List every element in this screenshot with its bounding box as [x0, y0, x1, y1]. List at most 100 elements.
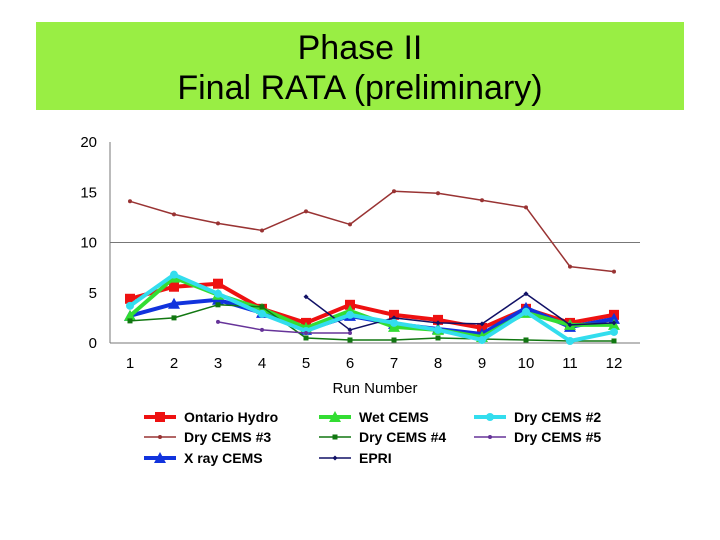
- data-point: [216, 221, 220, 226]
- data-point: [168, 297, 180, 309]
- legend-swatch-marker: [488, 435, 492, 439]
- data-point: [610, 327, 618, 336]
- data-point: [611, 338, 617, 344]
- series-dry-cems-3: [128, 189, 616, 274]
- slide-title-line-1: Phase II: [297, 29, 423, 67]
- data-point: [170, 270, 178, 279]
- data-point: [126, 301, 134, 310]
- series-line: [129, 190, 615, 273]
- data-point: [568, 264, 572, 269]
- data-point: [171, 315, 177, 321]
- data-point: [566, 336, 574, 345]
- data-point: [260, 327, 264, 332]
- data-point: [524, 205, 528, 210]
- legend-label: Dry CEMS #4: [359, 429, 446, 445]
- data-point: [477, 322, 487, 333]
- data-point: [258, 309, 266, 318]
- legend-swatch-marker: [158, 435, 162, 439]
- legend-entry: Ontario Hydro: [144, 409, 278, 425]
- legend-label: Ontario Hydro: [184, 409, 278, 425]
- x-tick-label: 3: [214, 355, 222, 372]
- x-tick-label: 9: [478, 355, 486, 372]
- series-line: [129, 304, 614, 342]
- data-point: [435, 335, 441, 341]
- legend-label: Dry CEMS #2: [514, 409, 601, 425]
- data-point: [390, 318, 398, 327]
- legend-label: X ray CEMS: [184, 450, 263, 466]
- data-point: [303, 294, 309, 300]
- legend-entry: EPRI: [319, 450, 392, 466]
- data-point: [433, 314, 443, 325]
- data-point: [169, 281, 179, 292]
- data-point: [216, 319, 220, 324]
- legend-swatch-marker: [154, 452, 166, 463]
- legend-label: Wet CEMS: [359, 409, 429, 425]
- x-tick-label: 1: [126, 355, 134, 372]
- legend-entry: Dry CEMS #2: [474, 409, 601, 425]
- series-line: [128, 272, 615, 343]
- legend-entry: Dry CEMS #5: [474, 429, 601, 445]
- y-tick-label: 5: [89, 285, 97, 302]
- data-point: [260, 228, 264, 233]
- legend-swatch-marker: [332, 434, 338, 440]
- data-point: [608, 312, 620, 324]
- data-point: [478, 335, 486, 344]
- legend-swatch-marker: [486, 413, 494, 421]
- legend-label: Dry CEMS #3: [184, 429, 271, 445]
- y-tick-label: 10: [80, 235, 97, 252]
- legend-swatch-marker: [155, 412, 165, 422]
- data-point: [523, 291, 529, 297]
- data-point: [392, 189, 396, 194]
- x-tick-label: 11: [562, 355, 578, 372]
- x-tick-label: 7: [390, 355, 398, 372]
- series-line: [217, 321, 350, 334]
- data-point: [124, 309, 136, 321]
- legend-swatch-marker: [329, 411, 341, 422]
- x-tick-label: 2: [170, 355, 178, 372]
- data-point: [304, 209, 308, 214]
- x-tick-label: 5: [302, 355, 310, 372]
- data-point: [389, 309, 399, 320]
- x-axis-label: Run Number: [332, 380, 417, 397]
- data-point: [128, 199, 132, 204]
- x-tick-label: 12: [606, 355, 623, 372]
- data-point: [522, 307, 530, 316]
- data-point: [345, 299, 355, 310]
- data-point: [347, 337, 353, 343]
- data-point: [214, 289, 222, 298]
- legend-entry: Dry CEMS #4: [319, 429, 446, 445]
- slide-title-line-2: Final RATA (preliminary): [177, 69, 543, 107]
- data-point: [125, 293, 135, 304]
- data-point: [127, 318, 133, 324]
- data-point: [612, 269, 616, 274]
- data-point: [611, 320, 617, 326]
- data-point: [215, 302, 221, 308]
- y-tick-label: 15: [80, 184, 97, 201]
- data-point: [480, 198, 484, 203]
- data-point: [213, 278, 223, 289]
- legend-entry: Wet CEMS: [319, 409, 429, 425]
- data-point: [391, 337, 397, 343]
- legend-swatch-marker: [332, 455, 338, 461]
- data-point: [348, 222, 352, 227]
- legend-entry: X ray CEMS: [144, 450, 263, 466]
- data-point: [567, 322, 573, 328]
- data-point: [523, 337, 529, 343]
- series-epri: [303, 291, 617, 333]
- data-point: [434, 325, 442, 334]
- data-point: [346, 310, 354, 319]
- x-tick-label: 4: [258, 355, 266, 372]
- series-dry-cems-5: [216, 319, 352, 335]
- data-point: [303, 335, 309, 341]
- y-tick-label: 0: [89, 335, 97, 352]
- series-line: [305, 293, 615, 331]
- data-point: [172, 212, 176, 217]
- data-point: [348, 330, 352, 335]
- x-tick-label: 8: [434, 355, 442, 372]
- data-point: [347, 327, 353, 333]
- title-banner: Phase II Final RATA (preliminary): [36, 22, 684, 110]
- series-dry-cems-2: [126, 270, 618, 345]
- data-point: [479, 321, 485, 327]
- legend-entry: Dry CEMS #3: [144, 429, 271, 445]
